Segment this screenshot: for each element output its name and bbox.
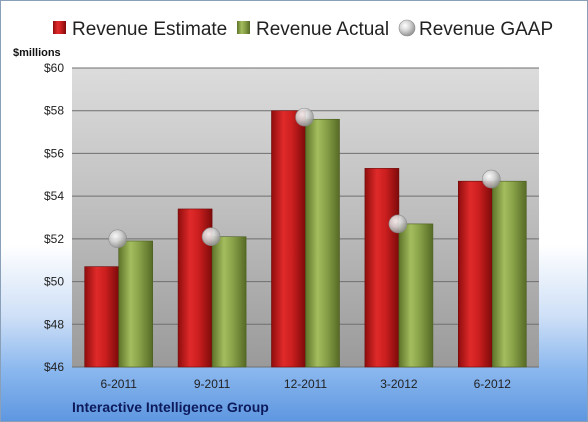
y-tick-label: $52 [44,232,64,246]
x-tick-label: 6-2012 [474,377,512,391]
y-tick-label: $58 [44,104,64,118]
y-tick-label: $56 [44,146,64,160]
x-tick-labels: 6-2011 9-2011 12-2011 3-2012 6-2012 [100,377,511,391]
y-tick-label: $60 [44,61,64,75]
y-tick-label: $46 [44,360,64,374]
y-tick-labels: $46 $48 $50 $52 $54 $56 $58 $60 [44,61,64,374]
x-tick-label: 9-2011 [194,377,231,391]
legend-swatch-revenue-actual [237,21,250,34]
legend-label-revenue-estimate: Revenue Estimate [72,19,227,40]
bar-revenue-estimate [457,180,493,368]
legend-label-revenue-gaap: Revenue GAAP [419,19,553,40]
bar-revenue-actual [491,180,527,368]
legend-label-revenue-actual: Revenue Actual [256,19,389,40]
x-tick-label: 12-2011 [284,377,327,391]
y-tick-label: $54 [44,189,64,203]
legend: Revenue Estimate Revenue Actual Revenue GA… [53,19,553,40]
y-tick-label: $50 [44,275,64,289]
marker-revenue-gaap [388,214,408,234]
company-name: Interactive Intelligence Group [72,399,269,415]
y-tick-label: $48 [44,317,64,331]
bar-revenue-actual [211,236,247,368]
bar-revenue-actual [305,118,340,368]
bars [84,110,527,368]
legend-swatch-revenue-gaap [398,19,416,37]
marker-revenue-gaap [481,169,501,189]
x-tick-label: 3-2012 [380,377,418,391]
bar-revenue-estimate [84,266,119,368]
bar-revenue-estimate [364,168,400,368]
gaap-markers [108,107,501,249]
marker-revenue-gaap [108,229,127,249]
y-axis-units: $millions [13,47,61,59]
bar-revenue-actual [398,223,434,368]
bar-revenue-estimate [271,110,306,368]
marker-revenue-gaap [201,227,221,247]
bar-revenue-actual [118,240,153,368]
x-tick-label: 6-2011 [100,377,137,391]
legend-swatch-revenue-estimate [53,21,66,34]
marker-revenue-gaap [295,107,314,127]
